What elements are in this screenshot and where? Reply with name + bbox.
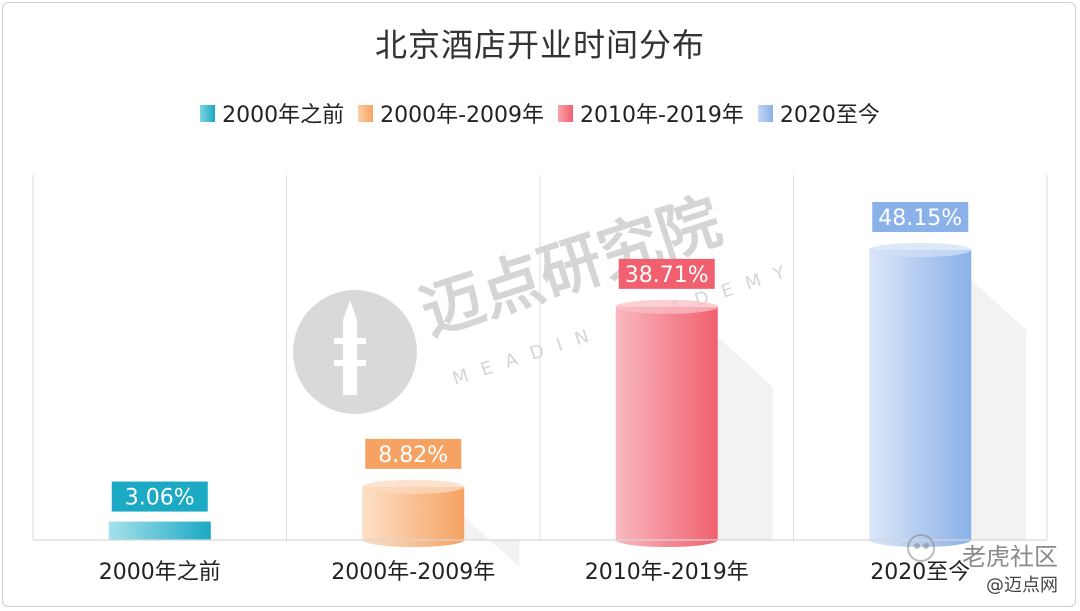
data-label-0: 3.06% (125, 486, 195, 511)
watermark-logo-icon (293, 290, 417, 414)
bar-2 (615, 306, 718, 540)
legend-label-3: 2020至今 (779, 103, 880, 128)
bar-top-highlight-2 (615, 299, 718, 314)
watermark-tower-icon (334, 300, 366, 395)
legend-swatch-1 (358, 104, 374, 122)
x-tick-label-1: 2000年-2009年 (331, 560, 495, 585)
legend-item-1: 2000年-2009年 (358, 97, 544, 129)
data-label-1: 8.82% (378, 443, 448, 468)
bar-top-2 (615, 299, 718, 314)
legend-label-2: 2010年-2019年 (580, 103, 744, 128)
x-tick-label-2: 2010年-2019年 (585, 560, 749, 585)
legend-item-3: 2020至今 (757, 97, 880, 129)
bar-top-highlight-1 (362, 479, 465, 494)
bar-top-3 (869, 243, 972, 257)
bar-shadow (464, 516, 520, 567)
chart-title: 北京酒店开业时间分布 (374, 26, 705, 64)
data-label-box-2 (618, 258, 715, 289)
corner-watermark-bottom: @迈点网 (986, 574, 1058, 596)
corner-watermark: 老虎社区 @迈点网 (962, 542, 1058, 597)
legend-swatch-2 (558, 104, 573, 122)
bar-top-1 (362, 479, 465, 494)
legend-label-1: 2000年-2009年 (380, 103, 544, 128)
bar-3 (869, 250, 972, 540)
bar-top-highlight-3 (869, 243, 972, 257)
x-tick-label-3: 2020至今 (870, 560, 970, 585)
corner-watermark-icon (907, 534, 935, 562)
data-label-box-1 (365, 438, 462, 469)
corner-watermark-top: 老虎社区 (962, 543, 1058, 572)
legend-item-0: 2000年之前 (200, 97, 344, 129)
legend-label-0: 2000年之前 (222, 103, 345, 128)
legend-swatch-0 (200, 104, 216, 122)
bar-shadow (971, 280, 1027, 540)
chart-legend: 2000年之前 2000年-2009年 2010年-2019年 2020至今 (0, 97, 1080, 129)
x-tick-label-0: 2000年之前 (99, 560, 221, 585)
data-label-2: 38.71% (625, 263, 709, 288)
legend-swatch-3 (757, 104, 773, 122)
bar-1 (362, 486, 465, 540)
bar-0 (108, 521, 211, 540)
data-label-box-3 (872, 202, 969, 232)
bar-shadow (717, 336, 773, 540)
data-label-3: 48.15% (878, 206, 962, 231)
legend-item-2: 2010年-2019年 (558, 97, 744, 129)
data-label-box-0 (111, 481, 208, 512)
